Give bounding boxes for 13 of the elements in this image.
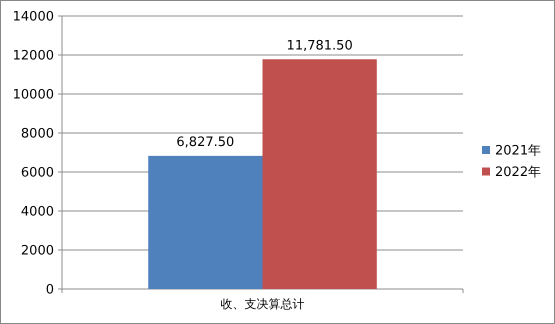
data-label: 6,827.50 <box>176 134 234 150</box>
legend-label: 2022年 <box>495 165 542 180</box>
y-tick-label: 4000 <box>20 204 54 220</box>
y-tick-label: 2000 <box>20 244 54 258</box>
y-tick-label: 10000 <box>12 88 54 102</box>
y-tick-label: 8000 <box>20 126 54 142</box>
y-tick-label: 0 <box>46 282 54 298</box>
y-tick-label: 14000 <box>12 10 54 24</box>
x-tick-label: 收、支决算总计 <box>220 297 304 311</box>
data-label: 11,781.50 <box>286 38 353 54</box>
y-tick-label: 6000 <box>20 166 54 180</box>
y-tick-label: 12000 <box>12 48 54 64</box>
legend-label: 2021年 <box>495 144 542 158</box>
